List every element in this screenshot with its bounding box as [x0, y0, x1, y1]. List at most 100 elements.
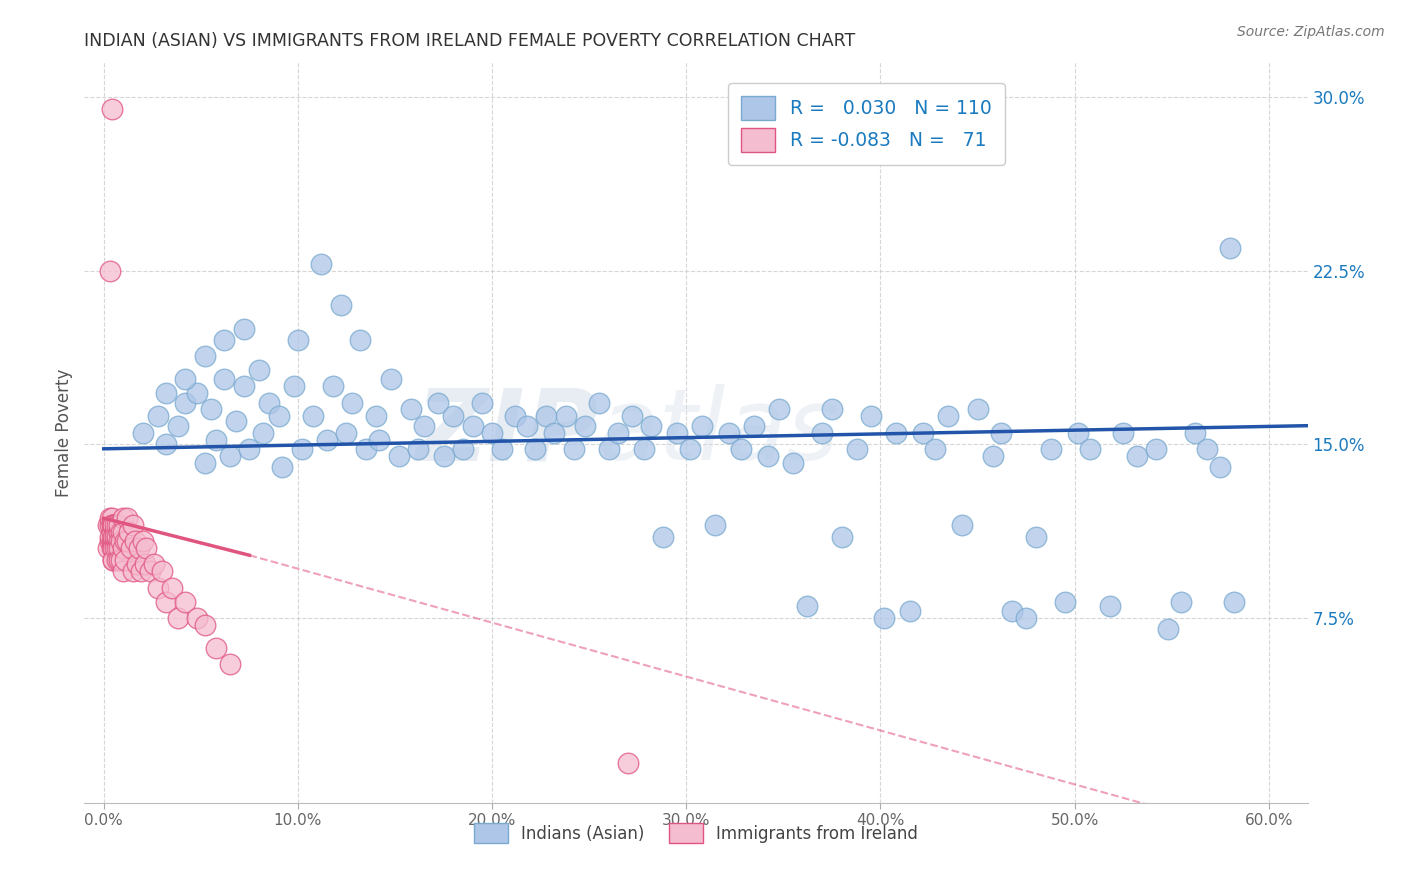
Point [104, 518, 127, 533]
Point [283, 379, 305, 393]
Point [756, 449, 779, 463]
Point [103, 541, 125, 556]
Point [103, 553, 125, 567]
Point [704, 518, 727, 533]
Point [1098, 599, 1121, 614]
Point [104, 530, 127, 544]
Point [232, 321, 254, 335]
Point [690, 418, 713, 433]
Point [103, 534, 125, 549]
Point [554, 409, 576, 424]
Point [408, 442, 430, 456]
Point [491, 442, 513, 456]
Point [413, 418, 436, 433]
Point [354, 442, 377, 456]
Point [990, 425, 1012, 440]
Point [1040, 442, 1063, 456]
Point [461, 418, 484, 433]
Point [108, 541, 131, 556]
Point [252, 425, 274, 440]
Point [134, 558, 156, 572]
Point [1219, 240, 1241, 255]
Point [1223, 594, 1246, 608]
Point [128, 541, 150, 556]
Point [291, 442, 314, 456]
Point [174, 594, 197, 608]
Point [329, 298, 352, 312]
Text: INDIAN (ASIAN) VS IMMIGRANTS FROM IRELAND FEMALE POVERTY CORRELATION CHART: INDIAN (ASIAN) VS IMMIGRANTS FROM IRELAN… [84, 32, 856, 50]
Point [155, 437, 177, 451]
Point [125, 558, 148, 572]
Point [97, 541, 120, 556]
Point [981, 449, 1004, 463]
Point [186, 611, 208, 625]
Point [200, 402, 222, 417]
Point [124, 534, 146, 549]
Point [1053, 594, 1076, 608]
Point [846, 442, 869, 456]
Point [115, 534, 138, 549]
Point [118, 525, 141, 540]
Point [247, 363, 270, 377]
Point [194, 349, 217, 363]
Point [232, 379, 254, 393]
Y-axis label: Female Poverty: Female Poverty [55, 368, 73, 497]
Point [796, 599, 818, 614]
Point [115, 511, 138, 525]
Point [730, 442, 752, 456]
Point [309, 257, 332, 271]
Point [1025, 530, 1047, 544]
Point [103, 534, 125, 549]
Text: Source: ZipAtlas.com: Source: ZipAtlas.com [1237, 25, 1385, 39]
Point [98, 263, 121, 277]
Point [1195, 442, 1218, 456]
Point [104, 525, 127, 540]
Point [574, 418, 596, 433]
Point [471, 395, 494, 409]
Point [104, 541, 127, 556]
Point [399, 402, 422, 417]
Point [131, 425, 153, 440]
Point [103, 530, 125, 544]
Point [302, 409, 325, 424]
Point [768, 402, 790, 417]
Point [1157, 622, 1180, 636]
Point [112, 541, 135, 556]
Point [110, 525, 132, 540]
Point [105, 530, 128, 544]
Point [174, 372, 197, 386]
Point [607, 425, 630, 440]
Point [98, 530, 121, 544]
Point [100, 525, 122, 540]
Point [388, 449, 411, 463]
Point [112, 511, 135, 525]
Point [950, 518, 973, 533]
Point [205, 433, 228, 447]
Point [212, 333, 235, 347]
Point [617, 756, 640, 771]
Point [194, 617, 217, 632]
Point [105, 534, 128, 549]
Point [1209, 460, 1232, 475]
Point [212, 372, 235, 386]
Point [129, 565, 152, 579]
Point [155, 594, 177, 608]
Point [122, 565, 145, 579]
Point [166, 611, 188, 625]
Point [640, 418, 662, 433]
Point [135, 541, 157, 556]
Point [912, 425, 935, 440]
Point [322, 379, 344, 393]
Point [112, 525, 135, 540]
Point [1112, 425, 1135, 440]
Point [131, 534, 153, 549]
Point [238, 442, 260, 456]
Point [205, 640, 228, 655]
Point [1170, 594, 1192, 608]
Point [811, 425, 834, 440]
Text: atlas: atlas [598, 384, 839, 481]
Point [100, 102, 122, 116]
Point [103, 518, 125, 533]
Point [105, 541, 128, 556]
Point [267, 409, 290, 424]
